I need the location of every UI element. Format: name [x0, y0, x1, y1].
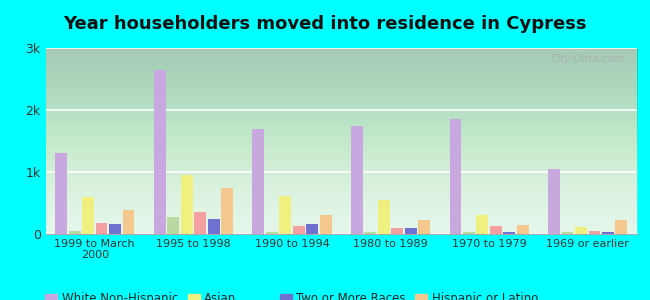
Bar	[365, 232, 376, 234]
Bar	[419, 220, 430, 234]
Bar	[463, 232, 475, 234]
Bar	[450, 119, 461, 234]
Bar	[280, 196, 291, 234]
Bar	[181, 175, 192, 234]
Bar	[351, 125, 363, 234]
Legend: White Non-Hispanic, Black, Asian, Other Race, Two or More Races, Hispanic or Lat: White Non-Hispanic, Black, Asian, Other …	[46, 292, 538, 300]
Bar	[55, 153, 67, 234]
Bar	[320, 215, 332, 234]
Bar	[194, 212, 206, 234]
Bar	[69, 231, 81, 234]
Bar	[266, 232, 278, 234]
Bar	[490, 226, 502, 234]
Bar	[109, 224, 121, 234]
Bar	[378, 200, 390, 234]
Bar	[154, 70, 166, 234]
Bar	[252, 129, 264, 234]
Bar	[123, 210, 135, 234]
Bar	[306, 224, 318, 234]
Bar	[575, 227, 587, 234]
Text: City-Data.com: City-Data.com	[551, 54, 625, 64]
Bar	[602, 232, 614, 234]
Bar	[562, 232, 573, 234]
Bar	[96, 223, 107, 234]
Bar	[517, 225, 528, 234]
Bar	[616, 220, 627, 234]
Bar	[82, 197, 94, 234]
Bar	[292, 226, 305, 234]
Bar	[548, 169, 560, 234]
Bar	[207, 219, 220, 234]
Bar	[221, 188, 233, 234]
Bar	[588, 231, 601, 234]
Bar	[503, 232, 515, 234]
Bar	[391, 228, 403, 234]
Bar	[405, 228, 417, 234]
Bar	[167, 217, 179, 234]
Bar	[476, 215, 488, 234]
Text: Year householders moved into residence in Cypress: Year householders moved into residence i…	[63, 15, 587, 33]
